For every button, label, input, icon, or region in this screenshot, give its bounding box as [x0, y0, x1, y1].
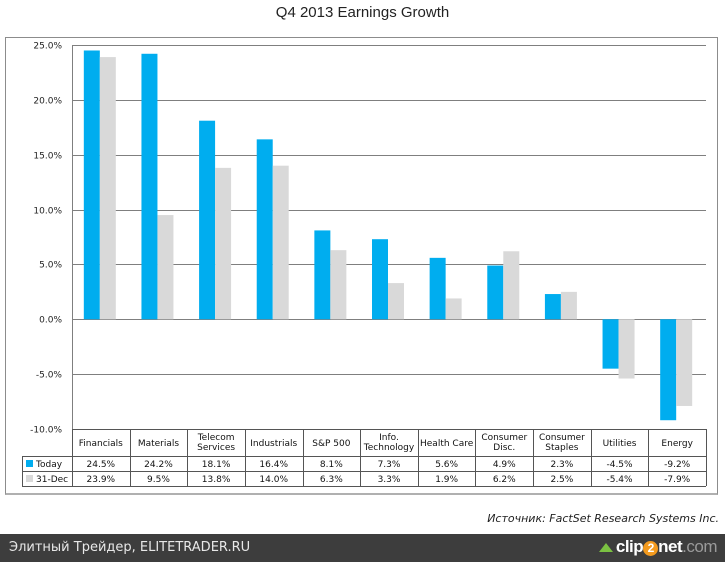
chart-frame [5, 37, 718, 495]
bar-today [314, 230, 331, 320]
data-label: -4.5% [606, 460, 633, 470]
brand-part: .com [682, 537, 717, 556]
brand-part: 2 [643, 541, 659, 556]
y-tick-label: 5.0% [39, 261, 62, 271]
category-label: Staples [545, 443, 579, 453]
data-label: 14.0% [259, 475, 288, 485]
data-label: 7.3% [378, 460, 401, 470]
legend-label: Today [35, 460, 63, 470]
bar-today [141, 53, 158, 320]
data-label: -9.2% [664, 460, 691, 470]
chart-svg: 25.0% 20.0% 15.0% 10.0% 5.0% 0.0% -5.0% -10.0% F… [22, 42, 707, 487]
data-label: 6.2% [493, 475, 516, 485]
legend-key-31-dec [26, 475, 33, 482]
bar-31-dec [618, 319, 635, 379]
brand-part: clip [615, 537, 644, 556]
category-label: Telecom [197, 433, 235, 443]
source-note: Источник: FactSet Research Systems Inc. [487, 512, 719, 525]
brand-part: net [658, 537, 683, 556]
data-label: 23.9% [87, 475, 116, 485]
category-label: Health Care [420, 439, 474, 449]
category-label: Financials [79, 439, 123, 449]
footer-text: Элитный Трейдер, ELITETRADER.RU [9, 540, 251, 555]
category-label: Services [197, 443, 235, 453]
bar-today [83, 50, 100, 320]
category-label: Materials [138, 439, 180, 449]
category-label: Energy [661, 439, 693, 449]
data-label: 16.4% [259, 460, 288, 470]
y-tick-label: 10.0% [33, 207, 62, 217]
bar-31-dec [445, 298, 462, 320]
data-label: 2.3% [550, 460, 573, 470]
category-label: Disc. [493, 443, 515, 453]
category-label: Utilities [603, 439, 637, 449]
footer-bar: Элитный Трейдер, ELITETRADER.RU clip 2 net… [0, 534, 725, 562]
bar-today [199, 120, 216, 320]
bar-today [660, 319, 677, 421]
data-label: 2.5% [550, 475, 573, 485]
bar-today [256, 139, 273, 320]
data-label: 5.6% [435, 460, 458, 470]
data-label: 8.1% [320, 460, 343, 470]
data-label: 6.3% [320, 475, 343, 485]
bar-31-dec [560, 291, 577, 320]
category-label: Industrials [250, 439, 297, 449]
legend-key-today [26, 460, 33, 467]
bar-today [602, 319, 619, 369]
bar-today [429, 257, 446, 320]
data-label: -7.9% [664, 475, 691, 485]
data-label: 4.9% [493, 460, 516, 470]
bar-31-dec [676, 319, 693, 406]
bar-31-dec [330, 250, 347, 320]
bar-31-dec [215, 167, 232, 320]
data-label: 3.3% [378, 475, 401, 485]
bar-today [487, 265, 504, 320]
data-label: -5.4% [606, 475, 633, 485]
legend-label: 31-Dec [36, 475, 68, 485]
y-tick-label: 15.0% [33, 152, 62, 162]
bar-31-dec [503, 251, 520, 320]
clip2net-logo[interactable]: clip 2 net.com [598, 537, 717, 557]
data-label: 1.9% [435, 475, 458, 485]
category-label: S&P 500 [312, 439, 350, 449]
data-label: 18.1% [202, 460, 231, 470]
upload-arrow-icon [598, 543, 613, 553]
bar-today [544, 294, 561, 320]
bar-31-dec [157, 215, 174, 320]
y-tick-label: 20.0% [33, 97, 62, 107]
bar-31-dec [99, 57, 116, 320]
bar-31-dec [388, 283, 404, 320]
data-label: 24.5% [87, 460, 116, 470]
category-label: Info. [379, 433, 399, 443]
y-tick-label: 25.0% [33, 42, 62, 52]
category-label: Consumer [539, 433, 585, 443]
category-label: Consumer [481, 433, 527, 443]
y-tick-label: -5.0% [36, 371, 63, 381]
chart-title: Q4 2013 Earnings Growth [275, 4, 450, 21]
bar-today [372, 239, 388, 320]
data-label: 9.5% [147, 475, 170, 485]
bar-31-dec [272, 165, 289, 320]
y-tick-label: 0.0% [39, 316, 62, 326]
data-label: 24.2% [144, 460, 173, 470]
category-label: Technology [363, 443, 415, 453]
y-tick-label: -10.0% [30, 426, 62, 436]
data-label: 13.8% [202, 475, 231, 485]
